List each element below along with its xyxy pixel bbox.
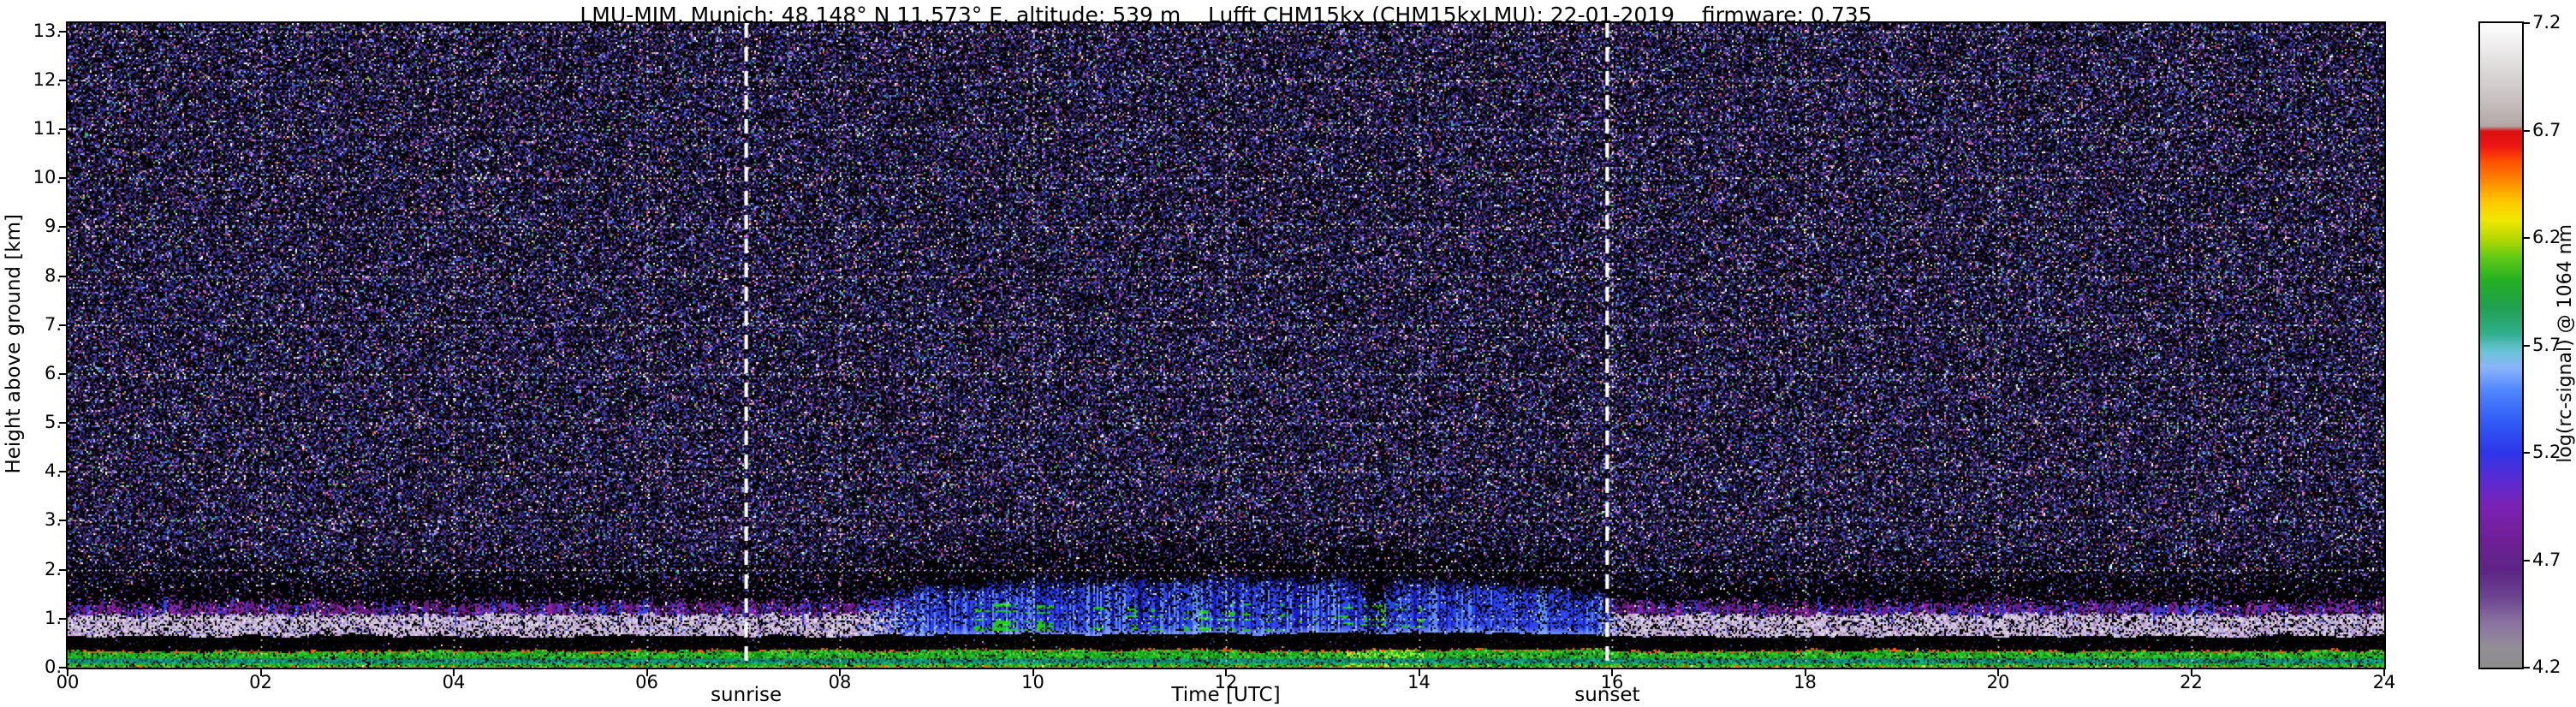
y-axis-label-text: Height above ground [km] xyxy=(3,214,25,474)
y-tick-label: 13. xyxy=(0,21,62,41)
colorbar-tick-mark xyxy=(2524,560,2530,561)
y-tick-mark xyxy=(59,373,66,375)
y-tick-mark xyxy=(59,618,66,620)
x-tick-mark xyxy=(2191,669,2192,676)
y-tick-mark xyxy=(59,520,66,521)
x-tick-mark xyxy=(1997,669,1999,676)
y-tick-mark xyxy=(59,80,66,81)
x-tick-mark xyxy=(1805,669,1806,676)
y-tick-mark xyxy=(59,422,66,424)
y-tick-mark xyxy=(59,226,66,228)
y-tick-mark xyxy=(59,177,66,179)
sunset-label: sunset xyxy=(1574,684,1639,706)
colorbar-tick-mark xyxy=(2524,667,2530,668)
y-tick-label: 2. xyxy=(0,559,62,579)
y-tick-mark xyxy=(59,324,66,326)
x-tick-mark xyxy=(646,669,648,676)
colorbar-tick-label: 5.7 xyxy=(2532,335,2561,355)
y-tick-label: 12. xyxy=(0,69,62,90)
colorbar-tick-mark xyxy=(2524,22,2530,24)
x-tick-mark xyxy=(1225,669,1227,676)
y-tick-label: 5. xyxy=(0,412,62,432)
plot-area xyxy=(66,21,2386,669)
y-tick-mark xyxy=(59,276,66,277)
colorbar-tick-label: 5.2 xyxy=(2532,442,2561,462)
x-tick-mark xyxy=(67,669,68,676)
colorbar-tick-mark xyxy=(2524,345,2530,347)
y-tick-label: 0. xyxy=(0,656,62,677)
x-tick-mark xyxy=(453,669,455,676)
heatmap-canvas xyxy=(68,23,2384,668)
y-tick-mark xyxy=(59,667,66,668)
y-tick-label: 3. xyxy=(0,509,62,530)
y-tick-label: 4. xyxy=(0,460,62,481)
x-tick-mark xyxy=(2383,669,2385,676)
y-tick-label: 10. xyxy=(0,167,62,187)
x-tick-mark xyxy=(1611,669,1613,676)
colorbar-tick-mark xyxy=(2524,237,2530,239)
y-tick-label: 7. xyxy=(0,314,62,335)
figure: LMU-MIM, Munich; 48.148° N 11.573° E, al… xyxy=(0,0,2576,707)
y-tick-label: 8. xyxy=(0,265,62,286)
x-tick-mark xyxy=(260,669,262,676)
colorbar-tick-label: 4.7 xyxy=(2532,550,2561,570)
colorbar-tick-mark xyxy=(2524,130,2530,132)
y-tick-mark xyxy=(59,471,66,472)
colorbar-tick-label: 7.2 xyxy=(2532,12,2561,33)
y-tick-label: 1. xyxy=(0,608,62,628)
y-tick-mark xyxy=(59,128,66,130)
colorbar-tick-label: 6.2 xyxy=(2532,227,2561,247)
y-tick-label: 11. xyxy=(0,118,62,139)
sunrise-label: sunrise xyxy=(711,684,782,706)
x-tick-mark xyxy=(839,669,841,676)
x-tick-mark xyxy=(1032,669,1034,676)
y-tick-mark xyxy=(59,31,66,33)
colorbar-tick-label: 4.2 xyxy=(2532,656,2561,677)
y-tick-mark xyxy=(59,569,66,571)
y-tick-label: 9. xyxy=(0,216,62,236)
y-tick-label: 6. xyxy=(0,363,62,383)
colorbar xyxy=(2478,21,2524,669)
x-tick-mark xyxy=(1419,669,1420,676)
colorbar-tick-mark xyxy=(2524,452,2530,454)
colorbar-tick-label: 6.7 xyxy=(2532,120,2561,140)
